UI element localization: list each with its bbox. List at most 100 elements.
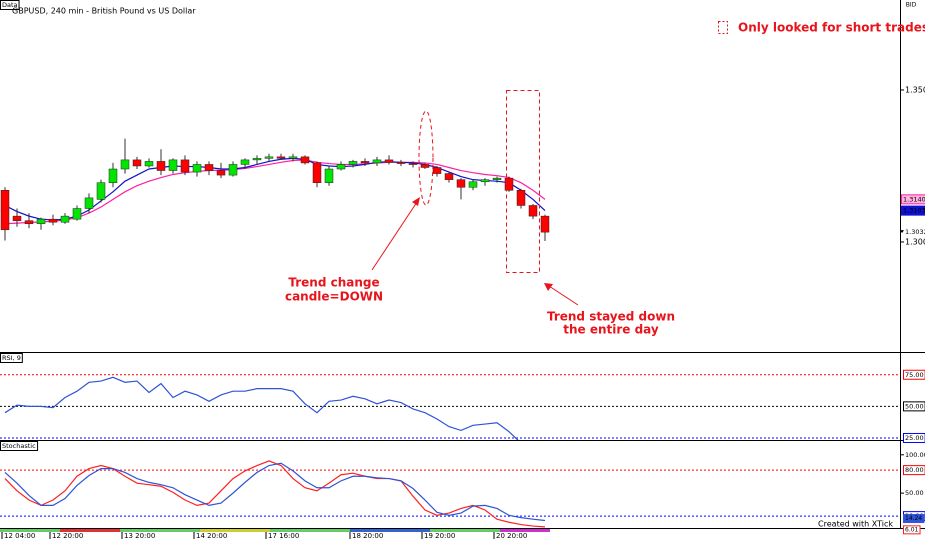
series-line	[4, 159, 546, 225]
candle-body	[528, 205, 538, 217]
panel-label: Data	[2, 1, 18, 9]
highlight-box	[506, 90, 540, 273]
x-tick-label: 19 20:00	[424, 532, 455, 539]
last-price-marker	[900, 230, 904, 234]
panel-label: RSI, 9	[2, 354, 21, 362]
candle-body	[120, 159, 130, 170]
candle-body	[240, 159, 250, 165]
x-tick-label: 12 04:00	[4, 532, 35, 539]
candle-body	[96, 182, 106, 200]
candle-body	[132, 159, 142, 167]
time-strip	[60, 529, 120, 532]
series-line	[4, 460, 546, 528]
time-strip	[350, 529, 430, 532]
x-tick-label: 12 20:00	[52, 532, 83, 539]
series-line	[4, 376, 519, 440]
candle-body	[156, 161, 166, 171]
candle-body	[324, 168, 334, 183]
y-tick-label: 50.00	[905, 402, 924, 410]
candle-body	[312, 162, 322, 183]
candle-body	[480, 179, 490, 183]
time-strip	[500, 529, 550, 532]
annotation: Trend stayed down	[547, 310, 675, 324]
label-box	[903, 525, 921, 535]
candle-body	[336, 164, 346, 170]
x-tick-label: 17 16:00	[268, 532, 299, 539]
candle-body	[444, 173, 454, 180]
candle-body	[408, 163, 418, 165]
label-box	[901, 194, 925, 205]
label-box	[0, 0, 20, 10]
candle-body	[192, 164, 202, 173]
candle-body	[372, 159, 382, 164]
y-tick-label: 50.00	[905, 489, 924, 497]
candle-body	[492, 177, 502, 180]
candle-body	[228, 164, 238, 176]
candle-body	[84, 197, 94, 209]
y-tick-label: 1.30000	[905, 237, 925, 246]
x-tick-label: 18 20:00	[352, 532, 383, 539]
candle-body	[456, 179, 466, 188]
annotation: Only looked for short trades	[738, 21, 925, 35]
series-line	[4, 157, 546, 221]
footer: Created with XTick	[818, 520, 893, 529]
last-value-label: 1.31402	[903, 195, 925, 203]
arrow-head	[412, 197, 420, 206]
label-box	[903, 369, 925, 380]
candle-body	[36, 218, 46, 224]
series-line	[4, 462, 546, 522]
candle-body	[168, 159, 178, 171]
candle-body	[0, 190, 10, 231]
legend-icon	[718, 21, 728, 34]
candle-body	[72, 208, 82, 220]
candle-body	[300, 156, 310, 164]
candle-body	[360, 161, 370, 164]
label-box	[903, 401, 925, 412]
highlight-ellipse	[418, 110, 434, 206]
label-box	[903, 514, 925, 524]
candle-body	[48, 218, 58, 223]
candle-body	[24, 220, 34, 224]
y-tick-label: 1.35000	[905, 85, 925, 94]
candle-body	[276, 156, 286, 159]
candle-body	[60, 215, 70, 223]
last-price-label: 1.30323	[905, 228, 925, 236]
label-box	[0, 353, 23, 363]
annotation: Trend change	[288, 276, 379, 290]
candle-body	[540, 215, 550, 233]
arrow	[548, 285, 579, 306]
y-tick-label: 25.00	[905, 434, 924, 442]
label-box	[0, 441, 39, 451]
x-tick-label: 14 20:00	[196, 532, 227, 539]
candle-body	[216, 170, 226, 176]
arrow-head	[544, 283, 553, 291]
x-tick-label: 13 20:00	[124, 532, 155, 539]
y-tick-label: 75.00	[905, 371, 924, 379]
y-tick-label: 80.00	[905, 466, 924, 474]
annotation: candle=DOWN	[285, 290, 383, 304]
last-value-label: 14.24	[905, 515, 922, 522]
candle-body	[420, 164, 430, 168]
candle-body	[432, 167, 442, 174]
candle-body	[264, 156, 274, 159]
candle-body	[396, 162, 406, 164]
candle-body	[348, 161, 358, 165]
candle-body	[504, 177, 514, 191]
candle-body	[252, 158, 262, 161]
candle-body	[288, 156, 298, 159]
candle-body	[204, 164, 214, 171]
corner-label: BID	[906, 2, 917, 9]
candle-body	[144, 161, 154, 167]
chart-title: GBPUSD, 240 min - British Pound vs US Do…	[12, 7, 196, 16]
last-value-label: 6.01	[905, 526, 919, 533]
candle-body	[12, 215, 22, 221]
candle-body	[516, 190, 526, 206]
time-strip	[200, 529, 270, 532]
arrow	[371, 201, 418, 271]
label-box	[903, 465, 925, 476]
